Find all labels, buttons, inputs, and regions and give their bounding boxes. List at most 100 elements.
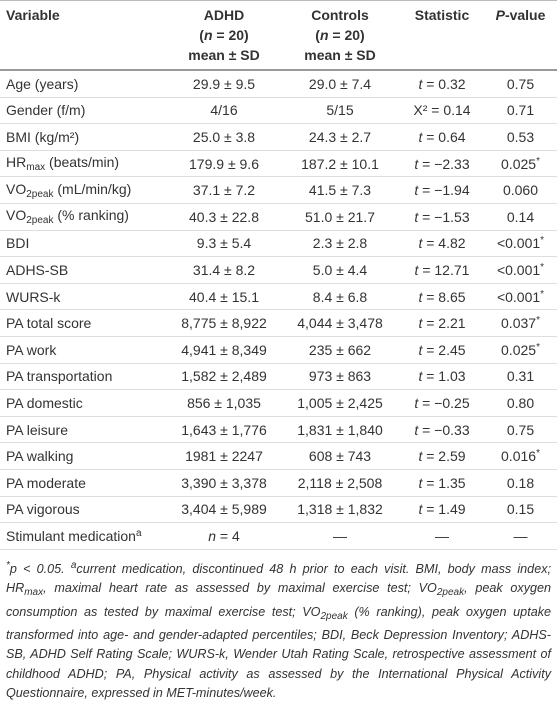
text-r: 40.3 ± 22.8 [189, 208, 259, 225]
cell: 0.75 [484, 70, 557, 98]
row-label: PA total score [0, 309, 168, 337]
text-sup: * [536, 315, 540, 327]
text-r: 29.0 ± 7.4 [308, 75, 372, 92]
cell: 1,831 ± 1,840 [280, 416, 400, 444]
text-r: mean ± SD [188, 47, 260, 63]
header-line: mean ± SD [172, 45, 276, 65]
table-header: Variable ADHD (n = 20) mean ± SD Controls (n … [0, 0, 557, 71]
text-r: 856 ± 1,035 [187, 394, 261, 411]
text-r: 5.0 ± 4.4 [312, 261, 368, 278]
row-label: PA work [0, 336, 168, 364]
text-r: — [435, 527, 449, 544]
text-sub: 2peak [436, 587, 465, 599]
cell: — [400, 522, 484, 550]
cell: t = 4.82 [400, 230, 484, 258]
cell: 1,643 ± 1,776 [168, 416, 280, 444]
cell: n = 4 [168, 522, 280, 550]
text-i: t [418, 368, 423, 385]
text-sup: * [536, 448, 540, 460]
text-r: 51.0 ± 21.7 [305, 208, 375, 225]
text-r: ( [315, 27, 320, 43]
row-label: VO2peak (mL/min/kg) [0, 176, 168, 204]
table-row: PA walking 1981 ± 2247 608 ± 743 t = 2.59 0.… [0, 442, 557, 470]
header-line: mean ± SD [284, 45, 396, 65]
cell: t = 8.65 [400, 283, 484, 311]
cell: t = 1.35 [400, 469, 484, 497]
text-r: 608 ± 743 [308, 448, 372, 465]
cell: 51.0 ± 21.7 [280, 203, 400, 231]
text-r: 40.4 ± 15.1 [189, 288, 259, 305]
text-r: 1,318 ± 1,832 [297, 501, 383, 518]
text-r: , peak oxygen consumption as tested by m… [6, 581, 552, 619]
cell: 31.4 ± 8.2 [168, 256, 280, 284]
cell: 1,582 ± 2,489 [168, 363, 280, 391]
text-r: 0.016 [501, 448, 537, 465]
cell: t = −0.33 [400, 416, 484, 444]
table-row: HRmax (beats/min) 179.9 ± 9.6 187.2 ± 10.1… [0, 150, 557, 178]
cell: 0.025* [484, 150, 557, 178]
table: Variable ADHD (n = 20) mean ± SD Controls (n … [0, 0, 557, 550]
text-r: 179.9 ± 9.6 [189, 155, 259, 172]
text-r: 2,118 ± 2,508 [297, 474, 383, 491]
row-label: PA domestic [0, 389, 168, 417]
header-line: Statistic [404, 5, 480, 25]
cell: 0.037* [484, 309, 557, 337]
text-r: 0.80 [506, 394, 535, 411]
table-row: ADHS-SB 31.4 ± 8.2 5.0 ± 4.4 t = 12.71 <0.00… [0, 256, 557, 284]
table-row: VO2peak (% ranking) 40.3 ± 22.8 51.0 ± 21.… [0, 203, 557, 231]
text-r: = 2.21 [422, 315, 466, 332]
text-r: = 8.65 [422, 288, 466, 305]
header-cell: Controls (n = 20) mean ± SD [280, 0, 400, 71]
row-label: ADHS-SB [0, 256, 168, 284]
cell: — [484, 522, 557, 550]
text-r: 1,005 ± 2,425 [297, 394, 383, 411]
text-r: = −1.53 [418, 208, 470, 225]
text-sup: * [540, 235, 545, 247]
table-row: PA moderate 3,390 ± 3,378 2,118 ± 2,508 t =… [0, 469, 557, 497]
cell: 4/16 [168, 97, 280, 125]
text-r: VO [6, 180, 27, 197]
text-r: 0.037 [501, 315, 537, 332]
text-r: Age (years) [6, 75, 79, 92]
cell: 5.0 ± 4.4 [280, 256, 400, 284]
cell: 0.18 [484, 469, 557, 497]
text-i: t [414, 208, 419, 225]
row-label: Gender (f/m) [0, 97, 168, 125]
text-r: 0.060 [502, 182, 539, 199]
cell: 235 ± 662 [280, 336, 400, 364]
cell: 1,005 ± 2,425 [280, 389, 400, 417]
text-r: current medication, discontinued 48 h pr… [6, 561, 551, 596]
text-r: BMI (kg/m²) [6, 128, 80, 145]
text-i: t [418, 501, 423, 518]
text-r: PA moderate [6, 474, 86, 491]
text-r: 0.75 [506, 75, 535, 92]
text-r: 0.75 [506, 421, 535, 438]
table-row: PA transportation 1,582 ± 2,489 973 ± 863 t… [0, 363, 557, 391]
text-r: 8.4 ± 6.8 [312, 288, 368, 305]
text-r: ADHD [203, 7, 245, 23]
text-r: 2.3 ± 2.8 [312, 235, 368, 252]
row-label: PA moderate [0, 469, 168, 497]
cell: t = −0.25 [400, 389, 484, 417]
text-r: BDI [6, 235, 30, 252]
text-r: 1981 ± 2247 [185, 448, 263, 465]
text-r: = 20) [212, 27, 249, 43]
row-label: Age (years) [0, 70, 168, 98]
table-row: Age (years) 29.9 ± 9.5 29.0 ± 7.4 t = 0.32 0… [0, 70, 557, 98]
text-r: (% ranking), peak oxygen uptake transfor… [6, 604, 551, 701]
cell: 4,941 ± 8,349 [168, 336, 280, 364]
cell: t = −1.53 [400, 203, 484, 231]
text-r: VO [6, 207, 27, 224]
text-r: Gender (f/m) [6, 102, 86, 119]
text-r: = 2.45 [422, 341, 466, 358]
text-i: t [414, 182, 419, 199]
text-i: t [414, 394, 419, 411]
cell: X² = 0.14 [400, 97, 484, 125]
table-row: BMI (kg/m²) 25.0 ± 3.8 24.3 ± 2.7 t = 0.64 0… [0, 123, 557, 151]
cell: <0.001* [484, 256, 557, 284]
text-sup: * [536, 155, 540, 167]
row-label: WURS-k [0, 283, 168, 311]
header-cell: Variable [0, 0, 168, 71]
table-row: BDI 9.3 ± 5.4 2.3 ± 2.8 t = 4.82 <0.001* [0, 230, 557, 258]
